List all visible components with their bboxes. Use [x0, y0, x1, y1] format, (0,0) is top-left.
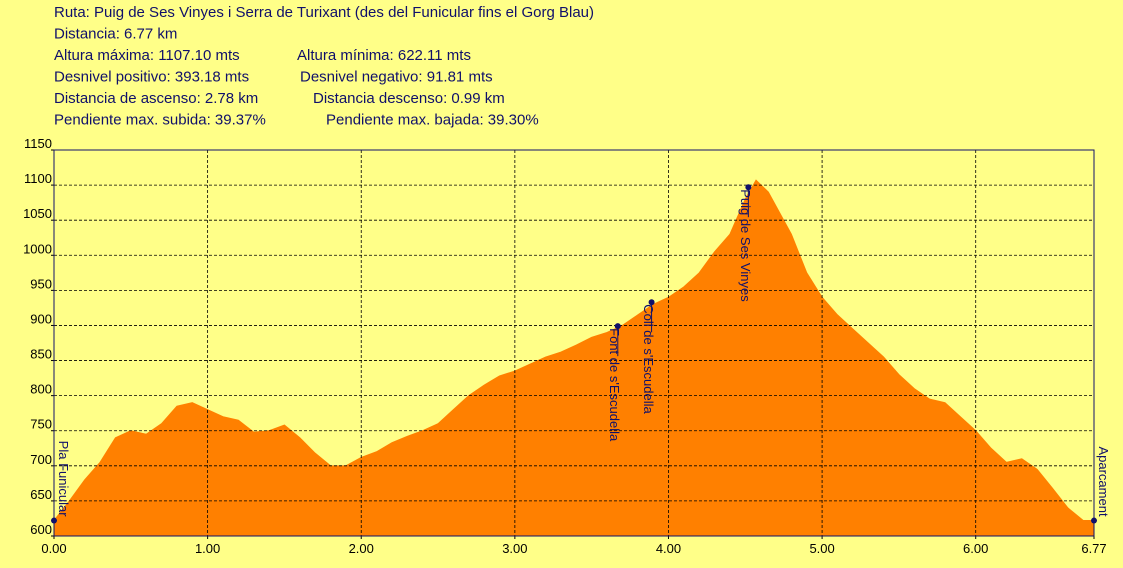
header-text: Desnivel negativo: 91.81 mts [300, 69, 493, 86]
x-tick-label: 4.00 [656, 541, 681, 556]
waypoint-label: Aparcament [1096, 446, 1111, 516]
header-text: Distancia: 6.77 km [54, 26, 177, 43]
y-tick-label: 1150 [24, 136, 52, 151]
header-text: Distancia de ascenso: 2.78 km [54, 90, 258, 107]
elevation-area [53, 179, 1095, 537]
y-tick-label: 750 [30, 417, 52, 432]
x-tick-label: 6.77 [1081, 541, 1106, 556]
waypoint [614, 323, 621, 330]
waypoint-label: Coll de s'Escudella [641, 304, 656, 414]
x-tick-label: 6.00 [963, 541, 988, 556]
y-tick-label: 900 [30, 311, 52, 326]
y-tick-label: 700 [30, 452, 52, 467]
header-text: Pendiente max. subida: 39.37% [54, 112, 266, 129]
header-text: Distancia descenso: 0.99 km [313, 90, 505, 107]
header-text: Altura mínima: 622.11 mts [297, 47, 471, 64]
x-tick-label: 2.00 [349, 541, 374, 556]
header-text: Desnivel positivo: 393.18 mts [54, 69, 249, 86]
y-tick-label: 800 [30, 382, 52, 397]
x-tick-label: 1.00 [195, 541, 220, 556]
waypoint [1091, 517, 1097, 524]
x-tick-label: 3.00 [502, 541, 527, 556]
waypoint [648, 299, 655, 306]
header-text: Altura máxima: 1107.10 mts [54, 47, 240, 64]
waypoint-label: Pla Funicular [56, 441, 71, 518]
y-tick-label: 1050 [23, 206, 52, 221]
plot-frame [53, 149, 1095, 537]
waypoint [745, 184, 752, 191]
waypoint-label: Font de s'Escudella [607, 328, 622, 442]
y-tick-label: 600 [30, 522, 52, 537]
waypoint [51, 517, 57, 524]
y-tick-label: 650 [30, 487, 52, 502]
waypoint-label: Puig de Ses Vinyes [738, 189, 753, 302]
y-tick-label: 1100 [24, 171, 52, 186]
header-text: Ruta: Puig de Ses Vinyes i Serra de Turi… [54, 4, 594, 21]
y-tick-label: 1000 [23, 241, 52, 256]
header-text: Pendiente max. bajada: 39.30% [326, 112, 539, 129]
x-tick-label: 5.00 [809, 541, 834, 556]
y-tick-label: 850 [30, 347, 52, 362]
x-tick-label: 0.00 [41, 541, 66, 556]
y-tick-label: 950 [30, 276, 52, 291]
